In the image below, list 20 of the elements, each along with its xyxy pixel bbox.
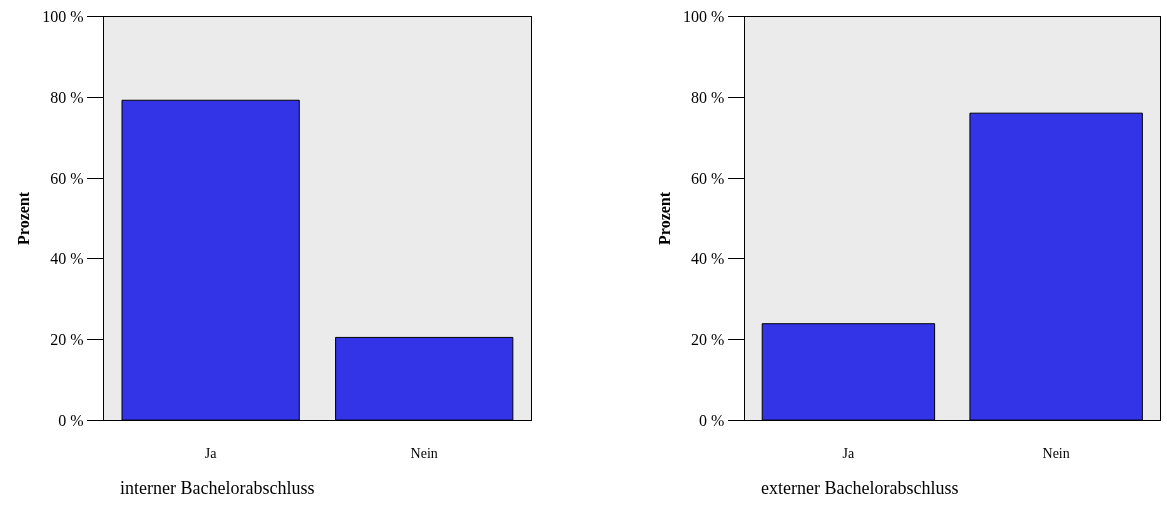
y-tick-label: 80 % [691, 89, 725, 107]
x-tick-label: Ja [204, 445, 218, 461]
y-tick-label: 40 % [50, 250, 84, 268]
x-axis-title: externer Bachelorabschluss [761, 478, 959, 498]
y-tick-label: 0 % [699, 411, 725, 429]
y-tick-label: 40 % [691, 250, 725, 268]
y-tick-label: 60 % [50, 169, 84, 187]
y-tick-label: 20 % [691, 331, 725, 349]
x-tick-label: Nein [410, 445, 438, 461]
x-tick-label: Ja [842, 445, 856, 461]
y-axis-title: Prozent [15, 191, 33, 245]
y-tick-label: 20 % [50, 331, 84, 349]
y-axis-title: Prozent [655, 191, 673, 245]
y-tick-label: 80 % [50, 89, 84, 107]
y-tick-label: 0 % [58, 411, 84, 429]
x-axis-title: interner Bachelorabschluss [120, 478, 315, 498]
x-tick-label: Nein [1042, 445, 1070, 461]
y-tick-label: 60 % [691, 169, 725, 187]
y-tick-label: 100 % [42, 8, 84, 26]
y-tick-label: 100 % [683, 8, 725, 26]
